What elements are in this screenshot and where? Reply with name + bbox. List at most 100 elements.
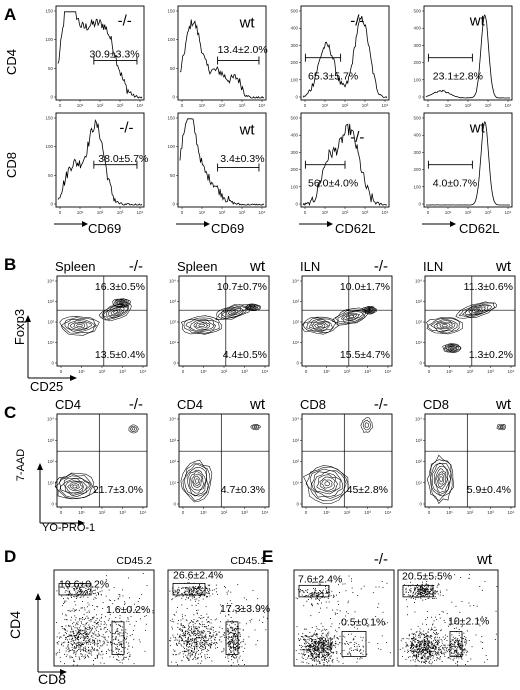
contour-line xyxy=(59,316,100,336)
dot xyxy=(192,586,194,587)
dot xyxy=(315,633,317,635)
dot xyxy=(206,643,208,645)
dot xyxy=(62,628,64,629)
dot xyxy=(464,648,465,650)
dot xyxy=(313,660,315,662)
dot xyxy=(93,639,95,641)
dot xyxy=(335,613,336,615)
dot xyxy=(332,652,334,654)
dot xyxy=(325,586,326,587)
dot xyxy=(73,632,75,634)
dot xyxy=(440,656,441,657)
dot xyxy=(232,635,234,637)
dot xyxy=(233,622,234,624)
dot xyxy=(457,644,458,646)
dot xyxy=(330,650,331,652)
panel-label-d: D xyxy=(4,547,16,566)
dot xyxy=(299,591,301,593)
dot xyxy=(315,643,317,645)
dot xyxy=(80,592,82,594)
dot xyxy=(228,645,229,647)
dot xyxy=(330,649,332,651)
dot xyxy=(63,603,64,604)
dot xyxy=(312,653,314,655)
dot xyxy=(205,658,207,660)
dot xyxy=(197,645,199,647)
contour-line xyxy=(426,454,455,504)
dot xyxy=(226,623,228,625)
dot xyxy=(108,618,110,620)
dot xyxy=(64,663,65,665)
dot xyxy=(466,640,468,642)
dot xyxy=(192,589,194,591)
dot xyxy=(424,656,426,658)
dot xyxy=(92,632,94,634)
dot xyxy=(326,656,328,658)
dot xyxy=(408,633,410,635)
dot xyxy=(231,655,233,656)
dot xyxy=(123,658,124,660)
dot xyxy=(64,632,66,633)
dot xyxy=(73,631,74,633)
dot xyxy=(88,656,90,658)
dot xyxy=(80,630,82,632)
dot xyxy=(479,586,481,587)
dot xyxy=(459,643,461,645)
dot xyxy=(424,644,425,646)
dot xyxy=(326,629,328,631)
dot xyxy=(323,647,324,649)
dot xyxy=(84,638,86,639)
dot xyxy=(59,651,61,653)
dot xyxy=(416,587,418,589)
dot xyxy=(422,623,423,625)
dot xyxy=(330,645,332,647)
dot xyxy=(122,639,124,641)
dot xyxy=(213,589,215,591)
dot xyxy=(322,650,324,652)
dot xyxy=(329,653,331,654)
contour-line xyxy=(427,318,461,334)
dot xyxy=(412,656,413,658)
dot xyxy=(311,627,313,628)
dot xyxy=(417,592,419,594)
dot xyxy=(304,654,306,655)
dot xyxy=(422,589,423,590)
dot xyxy=(438,649,439,651)
dot xyxy=(432,654,434,656)
x-tick-label: 10⁴ xyxy=(385,510,392,515)
dot xyxy=(85,648,87,650)
dot xyxy=(336,653,338,654)
dot xyxy=(331,638,333,640)
dot xyxy=(209,636,211,637)
dot xyxy=(459,645,461,646)
dot xyxy=(85,617,86,619)
dot xyxy=(334,645,336,647)
dot xyxy=(432,623,434,625)
dot xyxy=(314,644,316,646)
dot xyxy=(195,641,197,643)
dot xyxy=(431,636,433,637)
dot xyxy=(207,644,209,645)
dot xyxy=(322,638,323,640)
dot xyxy=(115,630,117,632)
dot xyxy=(433,650,435,652)
dot xyxy=(353,644,355,645)
dot xyxy=(196,641,198,643)
dot xyxy=(424,645,426,646)
dot xyxy=(182,633,184,635)
dot xyxy=(192,637,193,639)
dot xyxy=(415,656,417,658)
x-tick-label: 0 xyxy=(427,103,430,108)
dot xyxy=(417,640,418,641)
contour-line xyxy=(70,483,80,490)
dot xyxy=(75,624,77,626)
dot xyxy=(471,646,473,648)
x-tick-label: 10⁴ xyxy=(508,510,515,515)
dot xyxy=(189,643,190,645)
dot xyxy=(430,641,432,643)
dot xyxy=(439,594,441,596)
dot xyxy=(191,642,193,644)
dot xyxy=(412,643,413,645)
dot xyxy=(313,651,315,653)
